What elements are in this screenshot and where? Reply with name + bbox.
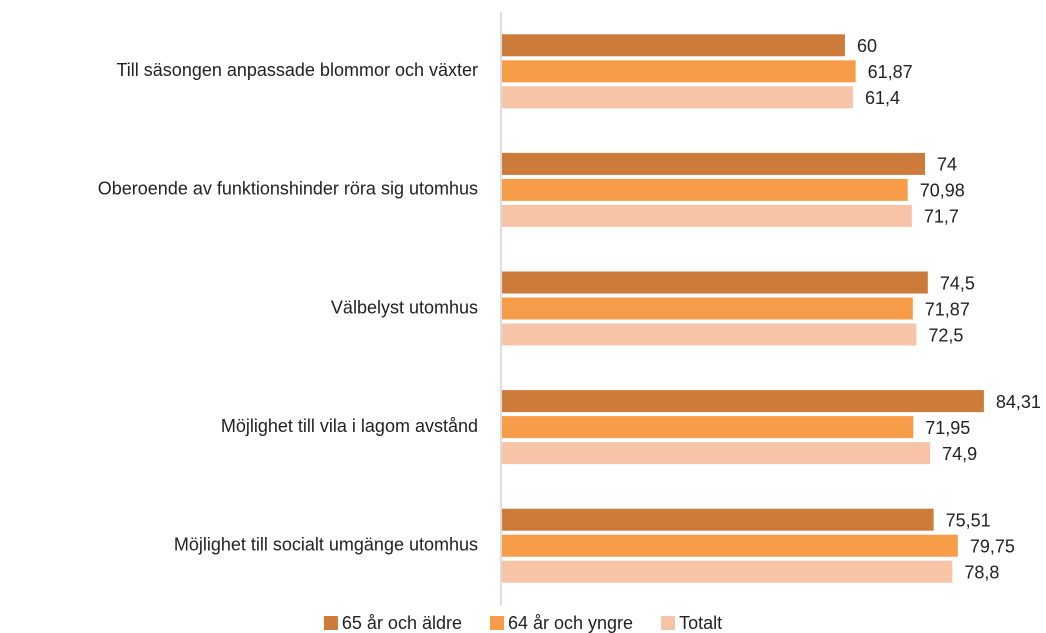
data-label: 74,5: [940, 273, 975, 293]
bar: [502, 416, 914, 439]
category-label: Möjlighet till vila i lagom avstånd: [221, 416, 478, 436]
data-label: 78,8: [964, 562, 999, 582]
bar: [502, 86, 853, 109]
category-label: Möjlighet till socialt umgänge utomhus: [174, 534, 478, 554]
data-label: 60: [857, 36, 877, 56]
bar: [502, 508, 934, 531]
category-label: Välbelyst utomhus: [331, 297, 478, 317]
legend-label: 64 år och yngre: [508, 613, 633, 633]
bar: [502, 534, 958, 557]
data-label: 74: [937, 155, 957, 175]
legend-label: Totalt: [679, 613, 722, 633]
category-label: Oberoende av funktionshinder röra sig ut…: [98, 179, 478, 199]
legend-swatch: [661, 616, 676, 630]
data-label: 74,9: [942, 444, 977, 464]
bar: [502, 297, 913, 320]
data-label: 71,87: [925, 299, 970, 319]
data-label: 72,5: [928, 325, 963, 345]
data-label: 79,75: [970, 536, 1015, 556]
category-label: Till säsongen anpassade blommor och växt…: [116, 60, 478, 80]
data-label: 71,95: [925, 418, 970, 438]
legend-label: 65 år och äldre: [342, 613, 462, 633]
data-label: 70,98: [920, 181, 965, 201]
bar: [502, 60, 856, 83]
bar: [502, 152, 925, 175]
legend-swatch: [489, 616, 504, 630]
data-label: 75,51: [946, 510, 991, 530]
data-label: 61,4: [865, 88, 900, 108]
data-label: 61,87: [868, 62, 913, 82]
data-label: 84,31: [996, 392, 1041, 412]
bar: [502, 323, 917, 346]
bar: [502, 271, 928, 294]
data-label: 71,7: [924, 207, 959, 227]
bar: [502, 204, 912, 227]
legend-swatch: [323, 616, 338, 630]
bar: [502, 560, 953, 583]
bar: [502, 178, 908, 201]
legend: 65 år och äldre 64 år och yngre Totalt: [323, 613, 722, 633]
bar: [502, 442, 931, 465]
bar: [502, 390, 984, 413]
bar: [502, 34, 845, 57]
